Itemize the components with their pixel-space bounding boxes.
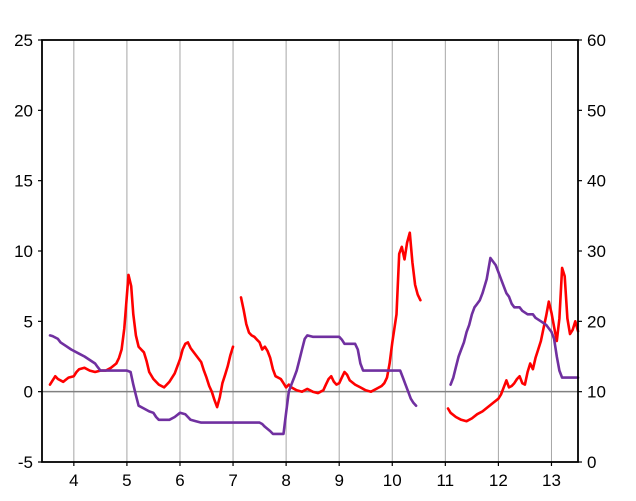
non-snow-series-path <box>239 231 422 395</box>
snow-series-path <box>449 256 580 386</box>
y-left-tick-label: 20 <box>14 101 33 120</box>
x-tick-label: 12 <box>489 471 508 490</box>
x-tick-label: 13 <box>542 471 561 490</box>
y-left-tick-label: 0 <box>24 383 33 402</box>
y-left-tick-label: 15 <box>14 172 33 191</box>
y-left-tick-label: 25 <box>14 31 33 50</box>
snow-series-path <box>48 334 418 436</box>
y-right-tick-label: 10 <box>587 383 606 402</box>
x-tick-label: 8 <box>281 471 290 490</box>
y-right-tick-label: 20 <box>587 312 606 331</box>
y-left-tick-label: 10 <box>14 242 33 261</box>
x-tick-label: 9 <box>334 471 343 490</box>
y-right-tick-label: 30 <box>587 242 606 261</box>
non-snow-series-path <box>446 266 580 423</box>
x-tick-label: 4 <box>69 471 78 490</box>
y-left-tick-label: 5 <box>24 312 33 331</box>
y-right-tick-label: 0 <box>587 453 596 472</box>
x-tick-label: 10 <box>383 471 402 490</box>
x-tick-label: 5 <box>122 471 131 490</box>
y-right-tick-label: 50 <box>587 101 606 120</box>
y-right-tick-label: 60 <box>587 31 606 50</box>
x-tick-label: 6 <box>175 471 184 490</box>
non-snow-series-path <box>48 273 235 409</box>
x-tick-label: 11 <box>436 471 454 490</box>
x-tick-label: 7 <box>228 471 237 490</box>
y-right-tick-label: 40 <box>587 172 606 191</box>
y-left-tick-label: -5 <box>18 453 33 472</box>
